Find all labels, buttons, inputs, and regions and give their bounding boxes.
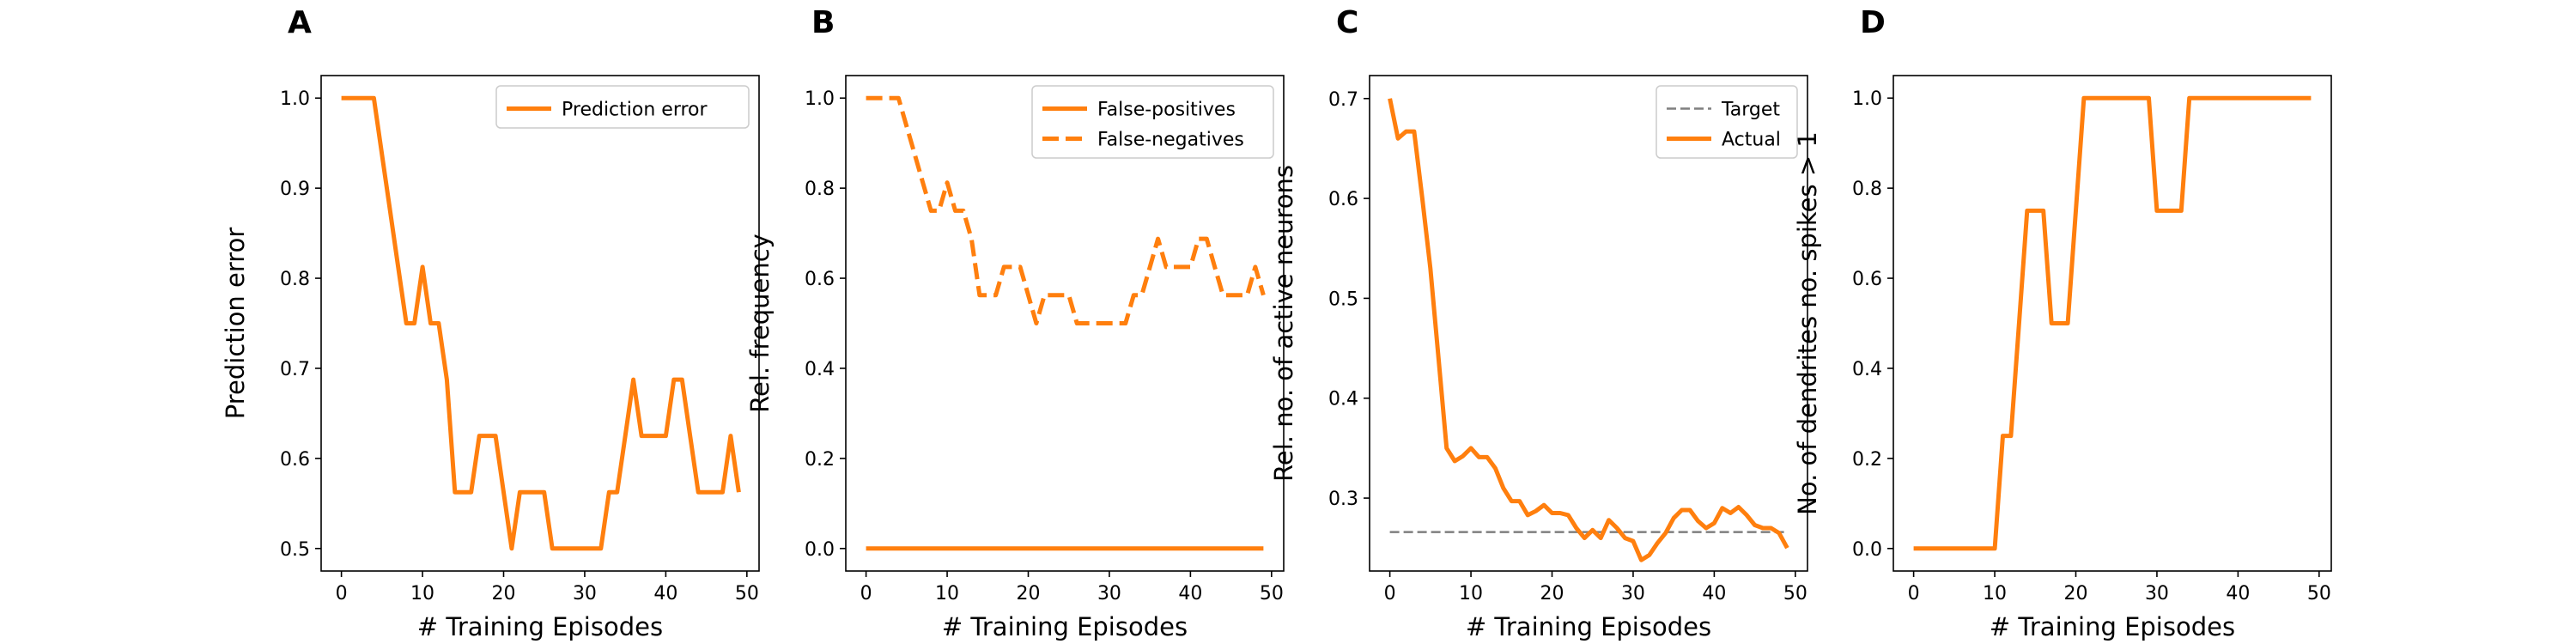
x-tick-label: 20 <box>2064 583 2088 605</box>
legend-label: Actual <box>1722 130 1781 151</box>
y-tick-label: 0.6 <box>1328 189 1358 210</box>
axes-frame <box>1369 75 1808 572</box>
x-tick-label: 30 <box>1097 583 1121 605</box>
legend-label: Target <box>1721 100 1780 121</box>
x-tick-label: 40 <box>1178 583 1202 605</box>
x-tick-label: 0 <box>1384 583 1396 605</box>
x-tick-label: 10 <box>410 583 434 605</box>
y-tick-label: 0.4 <box>1852 359 1882 380</box>
panel-letter: A <box>288 5 312 40</box>
y-tick-label: 1.0 <box>280 88 310 110</box>
series-line <box>341 95 741 551</box>
x-tick-label: 20 <box>1017 583 1041 605</box>
x-tick-label: 30 <box>2145 583 2169 605</box>
x-axis-label: # Training Episodes <box>1990 612 2235 641</box>
y-axis-label: Prediction error <box>221 228 250 420</box>
x-axis-label: # Training Episodes <box>942 612 1188 641</box>
y-tick-label: 0.0 <box>805 539 835 561</box>
x-axis-label: # Training Episodes <box>417 612 663 641</box>
x-tick-label: 40 <box>2226 583 2250 605</box>
panel-d: D 0 10 20 30 40 50 0.0 0.2 0.4 0.6 0.8 1.0 # Trainin… <box>1793 5 2332 641</box>
x-tick-label: 50 <box>1260 583 1284 605</box>
y-tick-label: 0.7 <box>280 359 310 380</box>
y-tick-label: 1.0 <box>805 88 835 110</box>
y-tick-label: 0.2 <box>1852 449 1882 471</box>
panel-letter: D <box>1860 5 1886 40</box>
legend-label: Prediction error <box>562 100 708 121</box>
y-tick-label: 0.7 <box>1328 89 1358 111</box>
series-line <box>1388 98 1789 562</box>
x-tick-label: 30 <box>573 583 597 605</box>
y-axis-label: Rel. frequency <box>745 234 775 413</box>
y-tick-label: 0.8 <box>280 269 310 290</box>
y-tick-label: 0.0 <box>1852 539 1882 561</box>
y-axis-label: Rel. no. of active neurons <box>1269 165 1298 482</box>
y-tick-label: 0.9 <box>280 179 310 200</box>
y-tick-label: 0.2 <box>805 449 835 471</box>
y-tick-label: 0.8 <box>805 179 835 200</box>
series-line <box>866 95 1266 325</box>
legend-label: False-negatives <box>1097 130 1244 151</box>
x-tick-label: 40 <box>653 583 677 605</box>
x-tick-label: 10 <box>1459 583 1483 605</box>
x-tick-label: 50 <box>1783 583 1807 605</box>
y-tick-label: 0.6 <box>805 269 835 290</box>
x-tick-label: 20 <box>1540 583 1564 605</box>
x-tick-label: 10 <box>935 583 959 605</box>
y-axis-label: No. of dendrites no. spikes > 1 <box>1793 131 1822 515</box>
axes-frame <box>1893 75 2332 572</box>
y-tick-label: 0.4 <box>805 359 835 380</box>
x-tick-label: 0 <box>1908 583 1920 605</box>
panel-a: A 0 10 20 30 40 50 0.5 0.6 0.7 0.8 0.9 1.0 # Trainin… <box>221 5 760 641</box>
y-tick-label: 0.3 <box>1328 489 1358 510</box>
y-tick-label: 0.4 <box>1328 389 1358 410</box>
legend-box <box>495 85 750 129</box>
x-tick-label: 10 <box>1983 583 2007 605</box>
panel-letter: C <box>1336 5 1358 40</box>
legend-box <box>1031 85 1274 159</box>
axes-frame <box>845 75 1285 572</box>
x-tick-label: 40 <box>1702 583 1726 605</box>
y-tick-label: 0.6 <box>280 449 310 471</box>
x-tick-label: 30 <box>1621 583 1645 605</box>
y-tick-label: 0.8 <box>1852 179 1882 200</box>
x-tick-label: 20 <box>492 583 516 605</box>
x-axis-label: # Training Episodes <box>1466 612 1711 641</box>
x-tick-label: 0 <box>860 583 872 605</box>
y-tick-label: 0.6 <box>1852 269 1882 290</box>
x-tick-label: 50 <box>2307 583 2331 605</box>
panel-c: C 0 10 20 30 40 50 0.3 0.4 0.5 0.6 0.7 # Training E… <box>1269 5 1808 641</box>
y-tick-label: 0.5 <box>1328 289 1358 310</box>
axes-frame <box>320 75 760 572</box>
panel-letter: B <box>811 5 835 40</box>
y-tick-label: 0.5 <box>280 539 310 561</box>
x-tick-label: 50 <box>735 583 759 605</box>
legend-label: False-positives <box>1097 100 1236 121</box>
panel-b: B 0 10 20 30 40 50 0.0 0.2 0.4 0.6 0.8 1.0 # Trainin… <box>745 5 1285 641</box>
series-line <box>1913 95 2312 551</box>
x-tick-label: 0 <box>336 583 348 605</box>
y-tick-label: 1.0 <box>1852 88 1882 110</box>
